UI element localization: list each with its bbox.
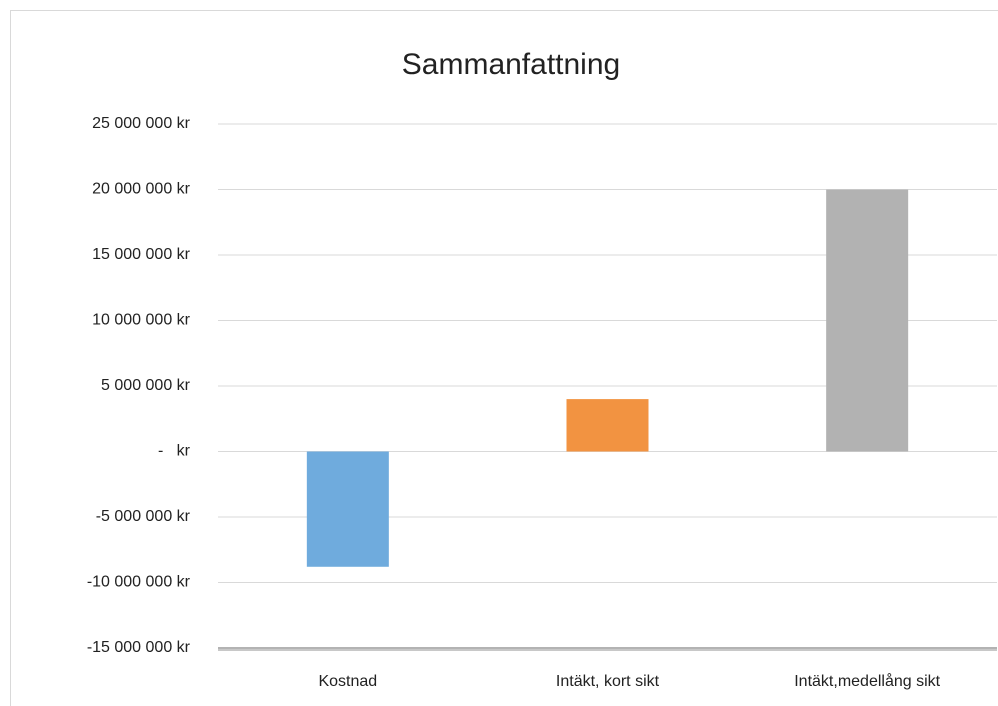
y-tick-label: -15 000 000 kr <box>87 639 191 656</box>
y-tick-label: 25 000 000 kr <box>92 115 191 132</box>
bar <box>306 451 389 567</box>
bar <box>566 399 649 452</box>
y-tick-label: -10 000 000 kr <box>87 574 191 591</box>
y-tick-label: 20 000 000 kr <box>92 181 191 198</box>
y-tick-label: - kr <box>158 443 191 460</box>
x-tick-label: Kostnad <box>318 673 377 690</box>
bar <box>826 189 909 452</box>
chart-title: Sammanfattning <box>402 48 620 81</box>
x-tick-label: Intäkt, kort sikt <box>556 673 660 690</box>
y-tick-label: -5 000 000 kr <box>96 508 191 525</box>
y-tick-label: 15 000 000 kr <box>92 246 191 263</box>
y-tick-label: 10 000 000 kr <box>92 312 191 329</box>
y-tick-label: 5 000 000 kr <box>101 377 191 394</box>
x-tick-label: Intäkt,medellång sikt <box>794 672 940 690</box>
